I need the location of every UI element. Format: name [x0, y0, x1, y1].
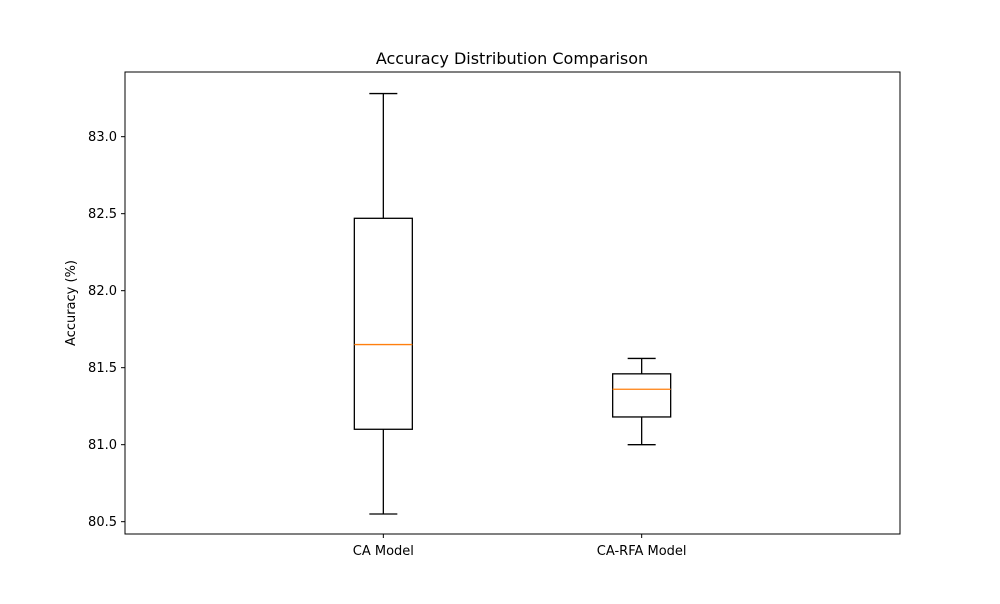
y-tick-label: 80.5: [88, 515, 117, 530]
iqr-box: [353, 217, 413, 430]
plot-area: 80.5 81.0 81.5 82.0 82.5 83.0 CA Model CA-RFA M…: [88, 71, 901, 559]
y-tick-label: 82.5: [88, 207, 117, 222]
y-tick-label: 81.5: [88, 361, 117, 376]
x-tick-label: CA-RFA Model: [597, 544, 687, 559]
chart-title: Accuracy Distribution Comparison: [376, 49, 648, 68]
plot-frame: [124, 71, 901, 535]
y-tick-label: 81.0: [88, 438, 117, 453]
y-tick-label: 82.0: [88, 284, 117, 299]
iqr-box: [612, 373, 672, 418]
x-tick-label: CA Model: [353, 544, 414, 559]
y-tick-label: 83.0: [88, 130, 117, 145]
y-axis-label: Accuracy (%): [64, 260, 79, 346]
